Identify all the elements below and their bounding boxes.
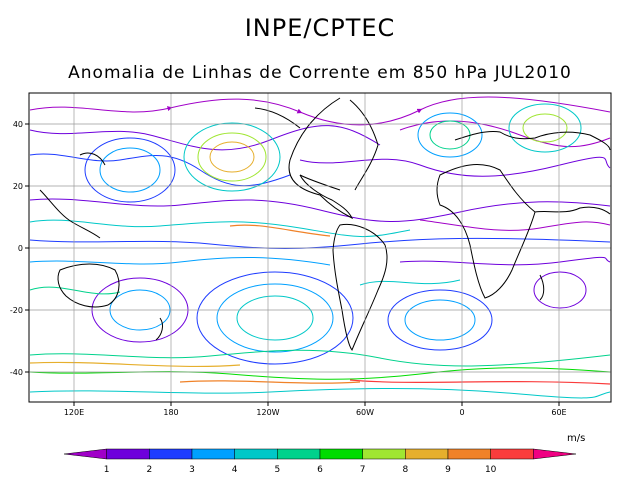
- colorbar-swatch: [191, 448, 235, 460]
- y-tick-label: 40: [13, 120, 23, 129]
- gulf-coast: [299, 174, 341, 191]
- streamlines: [29, 96, 611, 399]
- colorbar-label: 6: [317, 465, 323, 475]
- colorbar-label: 5: [274, 465, 280, 475]
- y-axis: 40 20 0 -20 -40: [10, 120, 29, 377]
- colorbar-label: 9: [445, 465, 451, 475]
- x-axis: 120E 180 120W 60W 0 60E: [64, 402, 567, 417]
- x-tick-label: 60E: [551, 408, 566, 417]
- alaska-coast: [254, 107, 301, 129]
- colorbar-label: 3: [189, 465, 195, 475]
- colorbar-label: 8: [402, 465, 408, 475]
- madagascar-coast: [539, 274, 545, 301]
- gridlines: [29, 93, 611, 402]
- x-tick-label: 120W: [256, 408, 279, 417]
- australia-coast: [57, 263, 120, 308]
- colorbar-swatch: [319, 448, 363, 460]
- colorbar: 1 2 3 4 5 6 7 8 9 10: [63, 448, 577, 475]
- colorbar-swatch: [149, 448, 193, 460]
- colorbar-label: 7: [360, 465, 366, 475]
- southeast-asia-coast: [39, 189, 101, 239]
- colorbar-swatch: [405, 448, 449, 460]
- colorbar-units: m/s: [567, 433, 586, 444]
- colorbar-swatch: [63, 448, 107, 460]
- plot-area: [29, 93, 611, 402]
- new-zealand-coast: [155, 317, 164, 341]
- x-tick-label: 60W: [356, 408, 374, 417]
- japan-coast: [79, 152, 106, 166]
- page-title: INPE/CPTEC: [244, 14, 396, 42]
- north-america-east-coast: [349, 99, 379, 191]
- colorbar-label: 4: [232, 465, 238, 475]
- colorbar-label: 10: [485, 465, 497, 475]
- colorbar-swatch: [234, 448, 278, 460]
- eurasia-coast: [454, 131, 611, 151]
- colorbar-swatch: [447, 448, 491, 460]
- colorbar-swatch: [277, 448, 321, 460]
- colorbar-swatch: [490, 448, 534, 460]
- x-tick-label: 120E: [64, 408, 84, 417]
- map-subtitle: Anomalia de Linhas de Corrente em 850 hP…: [68, 63, 572, 83]
- x-tick-label: 0: [459, 408, 464, 417]
- coastlines: [39, 97, 611, 351]
- colorbar-label: 1: [104, 465, 110, 475]
- colorbar-swatch: [533, 448, 577, 460]
- y-tick-label: -20: [10, 306, 23, 315]
- south-america-coast: [332, 223, 388, 351]
- colorbar-swatch: [362, 448, 406, 460]
- colorbar-swatch: [106, 448, 150, 460]
- colorbar-label: 2: [146, 465, 152, 475]
- arabia-india-coast: [534, 206, 611, 215]
- africa-coast: [436, 164, 536, 299]
- y-tick-label: 20: [13, 182, 23, 191]
- north-america-coast: [288, 97, 354, 220]
- y-tick-label: 0: [18, 244, 23, 253]
- x-tick-label: 180: [163, 408, 178, 417]
- y-tick-label: -40: [10, 368, 23, 377]
